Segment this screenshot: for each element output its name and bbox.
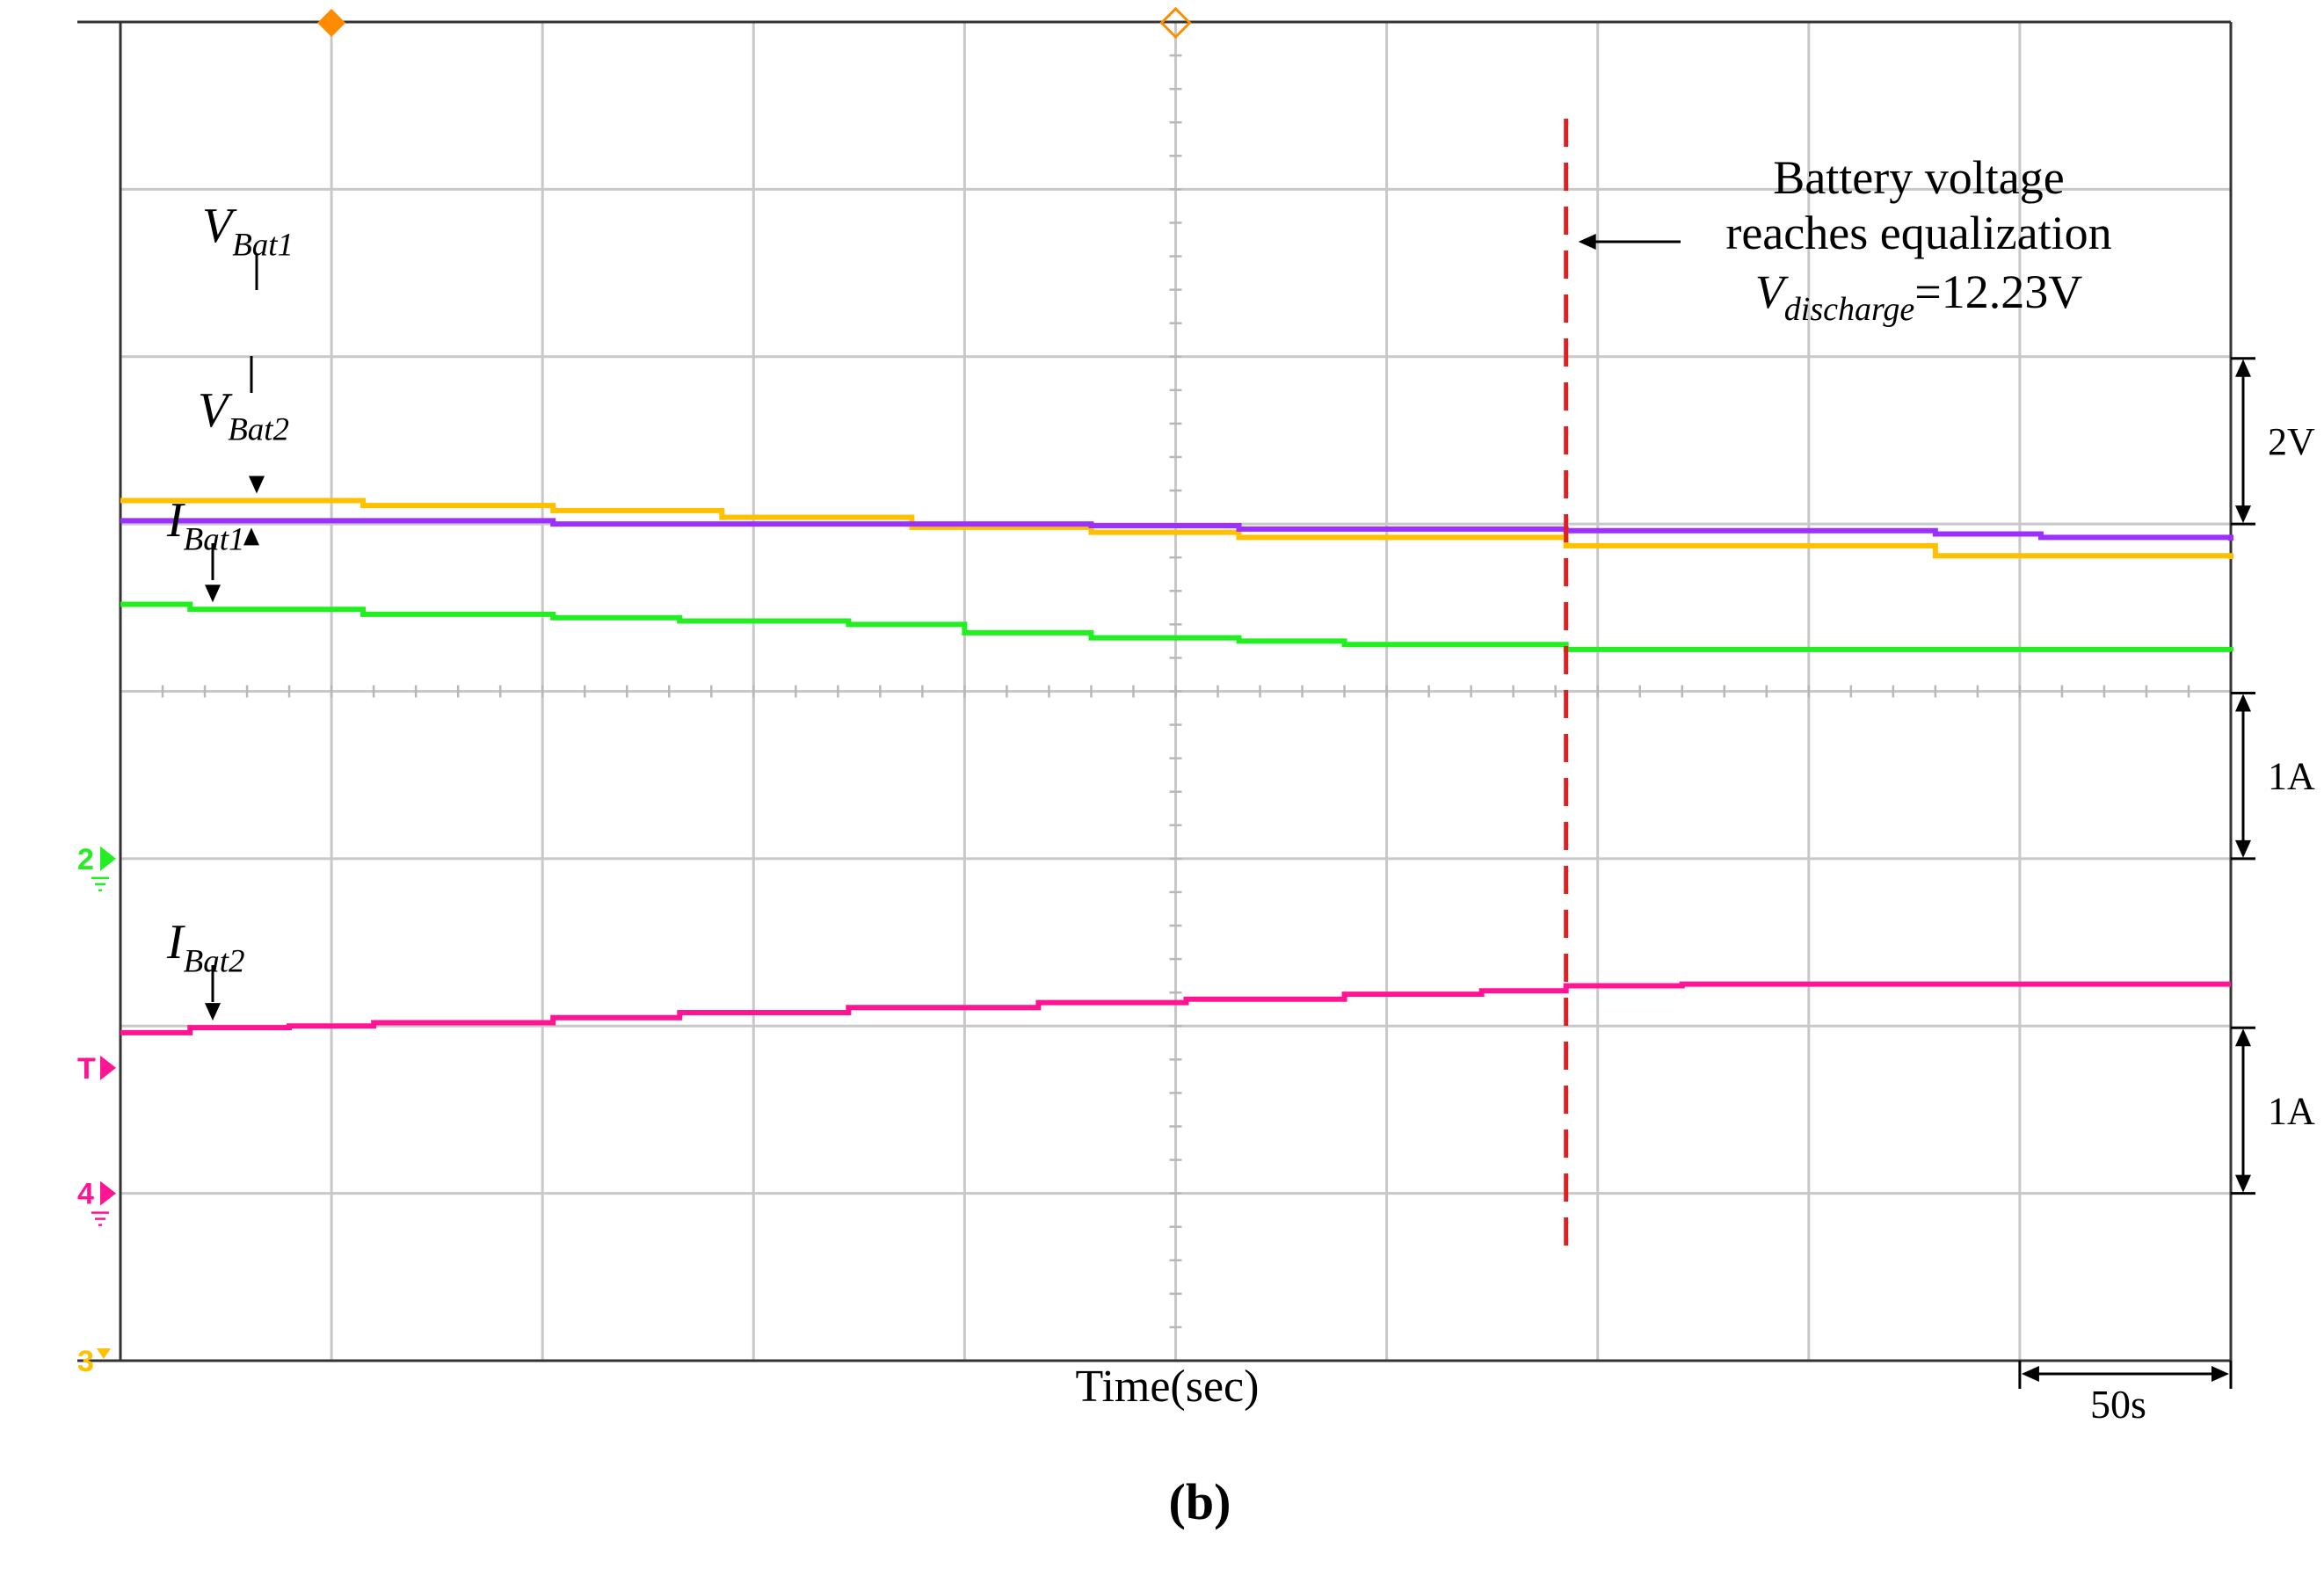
trace-i-bat1 <box>120 601 2233 652</box>
series-label: IBat1 <box>166 493 244 557</box>
series-label-sub: Bat2 <box>184 943 245 979</box>
annotation-value-main: V <box>1755 265 1790 318</box>
time-scale-arrow <box>2021 1366 2039 1382</box>
channel-marker-label: 4 <box>77 1178 94 1211</box>
series-label-sub: Bat1 <box>184 521 245 557</box>
label-arrow-head <box>205 1003 221 1021</box>
scale-bar-label: 1A <box>2268 1089 2315 1132</box>
series-label: VBat1 <box>202 199 294 263</box>
trace-i-bat2 <box>120 981 2231 1035</box>
series-label-main: V <box>198 383 233 438</box>
scale-bar-arrow <box>2235 1028 2251 1047</box>
channel-marker-label: 3 <box>77 1345 94 1378</box>
annotation-line-1: Battery voltage <box>1773 151 2064 204</box>
scale-bar-arrow <box>2235 505 2251 524</box>
label-arrow-head <box>249 476 265 494</box>
scale-bar-arrow <box>2235 1174 2251 1193</box>
series-label-main: I <box>166 915 185 970</box>
time-scale-arrow <box>2211 1366 2229 1382</box>
channel-marker-label: 2 <box>77 843 94 876</box>
panel-label: (b) <box>1169 1473 1231 1530</box>
scale-bar-label: 2V <box>2268 420 2315 463</box>
label-arrow-head <box>205 585 221 603</box>
annotation-arrow-head <box>1578 234 1596 250</box>
scale-bar-arrow <box>2235 359 2251 377</box>
trace-v-bat2 <box>120 518 2233 541</box>
channel-marker-arrow <box>100 1055 116 1080</box>
label-arrow-head <box>243 527 259 546</box>
channel-marker-arrow <box>100 846 116 871</box>
plot-frame <box>77 20 2233 1362</box>
trigger-mark <box>1159 6 1192 40</box>
time-scale-label: 50s <box>2090 1382 2146 1427</box>
annotation-value-sub: discharge <box>1784 291 1915 328</box>
series-label-sub: Bat1 <box>232 227 294 263</box>
series-label-main: V <box>202 199 237 253</box>
scale-bar-label: 1A <box>2268 755 2315 798</box>
trigger-mark <box>317 9 346 37</box>
scale-bar-arrow <box>2235 694 2251 712</box>
series-label: VBat2 <box>198 383 289 447</box>
series-label-sub: Bat2 <box>228 411 289 447</box>
annotation-value: Vdischarge=12.23V <box>1755 265 2082 328</box>
series-label-main: I <box>166 493 185 548</box>
series-label: IBat2 <box>166 915 244 979</box>
annotation-line-2: reaches equalization <box>1725 207 2111 259</box>
channel-marker-arrow <box>100 1180 116 1206</box>
channel-marker-label: T <box>77 1052 96 1086</box>
scale-bar-arrow <box>2235 839 2251 858</box>
channel-marker-arrow <box>97 1348 111 1359</box>
annotation-value-rest: =12.23V <box>1914 265 2082 318</box>
traces <box>120 498 2233 1035</box>
x-axis-label: Time(sec) <box>1076 1362 1260 1412</box>
